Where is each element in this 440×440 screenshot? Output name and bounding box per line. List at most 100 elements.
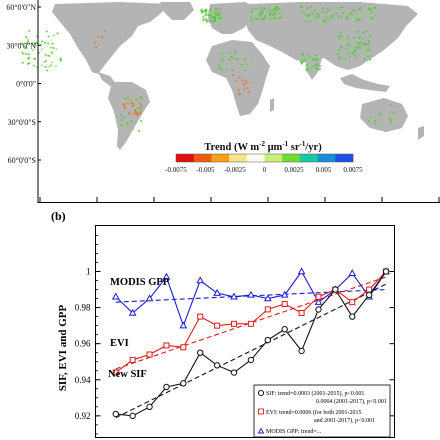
greening-speck (234, 50, 237, 52)
greening-speck (272, 6, 275, 8)
point-evi (231, 320, 238, 327)
y-tick-label: 0.96 (75, 339, 91, 349)
greening-speck (205, 8, 208, 11)
greening-speck (360, 42, 362, 44)
greening-speck (367, 53, 370, 56)
greening-speck (262, 7, 265, 9)
greening-speck (230, 57, 233, 59)
greening-speck (327, 17, 330, 19)
greening-speck (47, 42, 50, 45)
browning-patches (93, 30, 250, 116)
colorbar-ticks: -0.0075 -0.005 -0.0025 0 0.0025 0.005 0.0075 (165, 166, 363, 174)
greening-speck (215, 13, 218, 16)
greening-speck (353, 36, 356, 39)
japan-land (378, 34, 386, 48)
greening-speck (310, 16, 313, 19)
point-new-sif (315, 306, 322, 313)
browning-speck (139, 111, 141, 113)
point-modis-gpp (314, 297, 323, 305)
point-evi (349, 299, 356, 306)
greening-speck (348, 43, 351, 46)
point-evi (298, 310, 305, 317)
point-new-sif (112, 410, 119, 418)
greening-speck (306, 7, 309, 9)
greening-speck (368, 120, 371, 123)
greening-speck (244, 58, 246, 61)
greening-speck (36, 66, 39, 68)
browning-speck (124, 107, 126, 109)
greening-speck (317, 6, 320, 8)
greening-speck (261, 9, 264, 11)
greening-speck (227, 55, 230, 57)
greening-speck (308, 14, 311, 16)
colorbar-tick-label: -0.0075 (165, 166, 187, 174)
greening-speck (367, 12, 370, 15)
lat-tick-label: 30°0'0"S (8, 118, 36, 127)
greening-speck (120, 122, 123, 124)
greening-speck (217, 14, 220, 17)
y-axis: 0.92 0.94 0.96 0.98 1 (75, 235, 395, 435)
greening-speck (319, 65, 321, 67)
greening-speck (47, 66, 50, 68)
browning-speck (135, 98, 138, 100)
greening-speck (262, 18, 265, 20)
greening-speck (221, 57, 224, 60)
greening-speck (26, 42, 29, 44)
greening-speck (138, 130, 140, 132)
greening-speck (313, 57, 316, 60)
greening-speck (331, 17, 334, 19)
greening-speck (274, 17, 276, 19)
greening-speck (125, 122, 128, 124)
label-evi: EVI (110, 338, 129, 349)
greening-speck (341, 47, 343, 49)
colorbar-segment (211, 154, 230, 162)
greening-speck (49, 64, 52, 67)
greening-speck (369, 116, 372, 118)
greening-speck (368, 9, 371, 11)
greening-speck (310, 56, 313, 59)
greening-speck (21, 61, 24, 64)
greening-speck (317, 68, 320, 71)
greening-speck (362, 58, 365, 61)
greening-speck (141, 105, 144, 108)
trend-line-modis-gpp (115, 289, 387, 303)
point-modis-gpp (263, 294, 272, 302)
greening-speck (215, 8, 218, 10)
greening-speck (55, 65, 58, 67)
greening-speck (339, 37, 342, 39)
greening-speck (32, 49, 34, 51)
greening-speck (341, 8, 344, 11)
greening-speck (41, 40, 44, 43)
greening-speck (40, 64, 43, 67)
greening-speck (53, 34, 56, 37)
greening-speck (25, 36, 28, 38)
greening-speck (205, 10, 208, 12)
greening-speck (337, 9, 340, 11)
point-modis-gpp (230, 292, 238, 300)
trend-legend: Trend (W m-2 μm-1 sr-1/yr) -0.0075 -0.005… (165, 140, 363, 174)
greening-speck (342, 12, 344, 14)
trend-line-new-sif (115, 283, 387, 419)
greening-speck (216, 19, 219, 22)
trend-lines (115, 276, 387, 419)
lat-tick-label: 30°0'0"N (6, 41, 36, 50)
greening-speck (233, 53, 236, 55)
greening-speck (211, 12, 214, 14)
browning-speck (246, 87, 249, 89)
legend-marker-sif (257, 389, 265, 397)
greening-speck (235, 58, 238, 60)
greening-speck (337, 36, 340, 38)
legend-marker-evi (258, 408, 264, 415)
greening-speck (40, 43, 43, 46)
greening-speck (329, 16, 332, 19)
browning-speck (93, 41, 96, 43)
greening-speck (200, 9, 203, 12)
greening-speck (211, 9, 214, 11)
greening-speck (201, 10, 204, 13)
browning-speck (136, 114, 139, 116)
greening-speck (304, 20, 307, 22)
greening-speck (303, 16, 306, 19)
greening-speck (32, 64, 35, 67)
browning-speck (100, 36, 103, 38)
label-modis-gpp: MODIS GPP (110, 277, 170, 288)
